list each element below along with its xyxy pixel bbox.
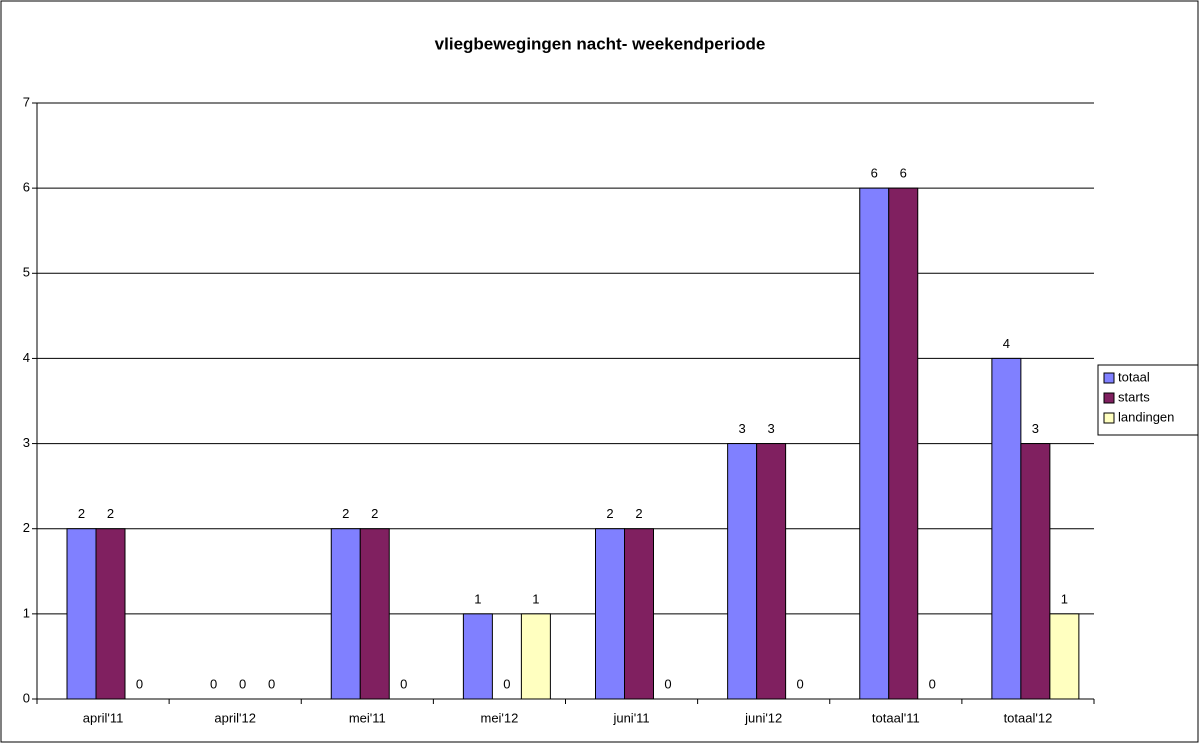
data-label: 3 [768,421,775,436]
data-label: 2 [371,506,378,521]
data-label: 0 [664,676,671,691]
x-tick-label: juni'11 [612,710,649,725]
bar [1020,443,1051,700]
y-tick-label: 5 [23,265,30,280]
y-tick-label: 7 [23,94,30,109]
data-label: 1 [1061,591,1068,606]
data-label: 0 [503,676,510,691]
y-tick-label: 2 [23,520,30,535]
x-tick-label: april'12 [214,710,256,725]
bar [462,613,493,700]
data-label: 6 [871,166,878,181]
x-tick-label: mei'11 [349,710,386,725]
y-tick-label: 3 [23,435,30,450]
bar [595,528,625,700]
bar [859,187,890,700]
data-label: 0 [268,676,275,691]
y-tick-label: 4 [23,350,30,365]
y-tick-label: 0 [23,690,30,705]
plot-area [37,103,1094,699]
y-tick-label: 6 [23,180,30,195]
bar [520,613,551,700]
x-tick-label: juni'12 [744,710,782,725]
data-label: 6 [900,166,907,181]
bar [1049,613,1080,700]
data-label: 1 [532,591,539,606]
data-label: 0 [210,676,217,691]
bar [727,443,758,700]
legend-swatch [1103,392,1115,404]
bar [330,528,361,700]
data-label: 0 [239,676,246,691]
bar [756,443,787,700]
data-label: 0 [929,676,936,691]
data-label: 2 [606,506,613,521]
legend-label: landingen [1118,409,1174,424]
data-label: 0 [136,676,143,691]
y-tick-label: 1 [23,605,30,620]
bar [991,357,1022,700]
x-tick-label: totaal'11 [872,710,920,725]
legend [1097,364,1199,436]
bar [95,528,126,700]
data-label: 3 [739,421,746,436]
data-label: 0 [797,676,804,691]
chart-title: vliegbewegingen nacht- weekendperiode [435,34,766,53]
bar [888,187,919,700]
data-label: 2 [78,506,85,521]
bar [359,528,390,700]
x-tick-label: april'11 [83,710,124,725]
data-label: 3 [1032,421,1039,436]
x-tick-label: totaal'12 [1004,710,1053,725]
data-label: 4 [1003,336,1010,351]
legend-label: totaal [1118,369,1150,384]
legend-swatch [1103,412,1115,424]
data-label: 0 [400,676,407,691]
bar [66,528,97,700]
data-label: 2 [635,506,642,521]
data-label: 1 [474,591,481,606]
data-label: 2 [107,506,114,521]
data-label: 2 [342,506,349,521]
legend-swatch [1103,372,1115,384]
legend-label: starts [1118,389,1150,404]
bar [624,528,654,700]
x-tick-label: mei'12 [480,710,518,725]
